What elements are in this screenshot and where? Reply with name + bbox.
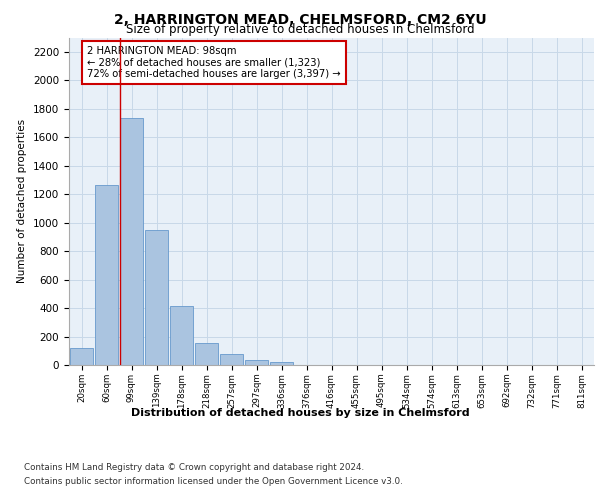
- Text: 2 HARRINGTON MEAD: 98sqm
← 28% of detached houses are smaller (1,323)
72% of sem: 2 HARRINGTON MEAD: 98sqm ← 28% of detach…: [88, 46, 341, 79]
- Text: Size of property relative to detached houses in Chelmsford: Size of property relative to detached ho…: [125, 24, 475, 36]
- Bar: [245, 360, 268, 365]
- Y-axis label: Number of detached properties: Number of detached properties: [17, 119, 28, 284]
- Bar: [95, 185, 118, 365]
- Bar: [70, 348, 93, 365]
- Text: Contains HM Land Registry data © Crown copyright and database right 2024.: Contains HM Land Registry data © Crown c…: [24, 462, 364, 471]
- Text: Contains public sector information licensed under the Open Government Licence v3: Contains public sector information licen…: [24, 478, 403, 486]
- Bar: [270, 362, 293, 365]
- Bar: [195, 343, 218, 365]
- Text: 2, HARRINGTON MEAD, CHELMSFORD, CM2 6YU: 2, HARRINGTON MEAD, CHELMSFORD, CM2 6YU: [113, 12, 487, 26]
- Bar: [120, 118, 143, 365]
- Bar: [220, 354, 243, 365]
- Bar: [145, 230, 168, 365]
- Bar: [170, 306, 193, 365]
- Text: Distribution of detached houses by size in Chelmsford: Distribution of detached houses by size …: [131, 408, 469, 418]
